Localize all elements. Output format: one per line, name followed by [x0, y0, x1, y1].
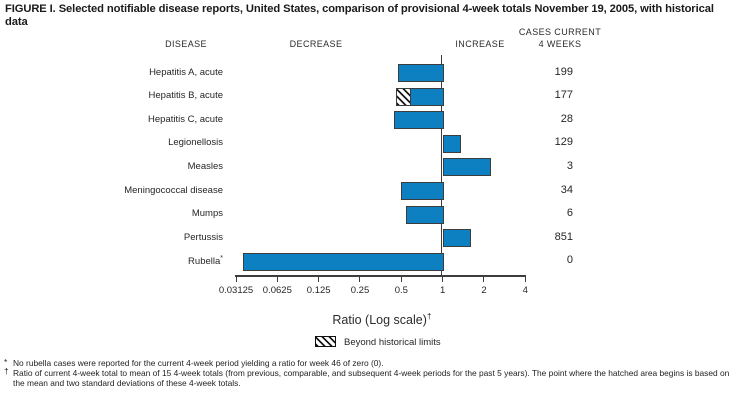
cases-value: 3	[566, 159, 573, 172]
axis-tick-label: 0.03125	[218, 285, 254, 296]
cases-value: 0	[566, 254, 573, 267]
column-header-cases-line2: 4 WEEKS	[538, 39, 582, 49]
ratio-bar	[442, 134, 462, 153]
disease-label: Meningococcal disease	[124, 184, 223, 196]
axis-tick	[400, 276, 402, 282]
ratio-bar	[397, 64, 444, 82]
ratio-bar	[393, 111, 444, 130]
axis-tick-label: 4	[522, 285, 528, 296]
ratio-bar	[242, 252, 444, 271]
axis-tick	[483, 276, 485, 282]
ratio-bar	[442, 229, 472, 248]
axis-tick-label: 2	[481, 285, 487, 296]
footnote-dagger-text: Ratio of current 4-week total to mean of…	[13, 367, 730, 388]
axis-tick-label: 0.25	[350, 285, 370, 296]
axis-tick-label: 0.0625	[262, 285, 292, 296]
axis-tick	[524, 276, 526, 282]
cases-value: 199	[554, 65, 573, 78]
footnote-dagger: † Ratio of current 4-week total to mean …	[4, 366, 731, 389]
x-axis-title: Ratio (Log scale)†	[332, 311, 431, 327]
footnotes: * No rubella cases were reported for the…	[4, 356, 731, 389]
footnote-asterisk-text: No rubella cases were reported for the c…	[13, 358, 384, 368]
cases-value: 851	[554, 230, 573, 243]
ratio-bar	[401, 182, 444, 200]
axis-tick-label: 0.5	[394, 285, 408, 296]
beyond-limit-hatch	[396, 87, 412, 106]
column-header-increase: INCREASE	[455, 39, 505, 49]
disease-label: Mumps	[191, 208, 223, 220]
axis-tick	[276, 276, 278, 282]
baseline-reference-line	[440, 55, 443, 276]
axis-tick	[359, 276, 361, 282]
axis-tick-label: 0.125	[306, 285, 331, 296]
column-header-cases-line1: CASES CURRENT	[518, 27, 602, 37]
x-axis-title-dagger: †	[426, 311, 432, 321]
disease-label: Pertussis	[183, 231, 223, 243]
footnote-asterisk-marker: *	[4, 356, 8, 367]
disease-label: Hepatitis A, acute	[149, 66, 223, 78]
ratio-bar	[410, 87, 444, 106]
legend-hatch-swatch	[315, 336, 336, 347]
axis-tick-label: 1	[439, 285, 446, 296]
x-axis-title-text: Ratio (Log scale)	[332, 313, 427, 328]
figure-title: FIGURE I. Selected notifiable disease re…	[5, 3, 714, 28]
cases-value: 34	[560, 183, 573, 196]
ratio-bar	[442, 158, 491, 177]
axis-tick	[442, 276, 444, 282]
legend-label: Beyond historical limits	[344, 337, 441, 348]
ratio-bar	[405, 205, 444, 224]
footnote-dagger-marker: †	[4, 366, 9, 377]
x-axis-line	[235, 275, 526, 277]
disease-label: Hepatitis C, acute	[148, 113, 223, 125]
disease-label: Rubella*	[188, 255, 223, 268]
cases-value: 6	[566, 207, 573, 220]
footnote-asterisk: * No rubella cases were reported for the…	[4, 356, 731, 369]
disease-label: Hepatitis B, acute	[148, 90, 223, 102]
axis-tick	[235, 276, 237, 282]
cases-value: 177	[554, 89, 573, 102]
column-header-disease: DISEASE	[165, 39, 207, 49]
column-header-decrease: DECREASE	[289, 39, 343, 49]
cases-value: 129	[554, 136, 573, 149]
disease-label: Measles	[187, 160, 223, 172]
cases-value: 28	[560, 112, 573, 125]
disease-label: Legionellosis	[168, 137, 223, 149]
axis-tick	[318, 276, 320, 282]
